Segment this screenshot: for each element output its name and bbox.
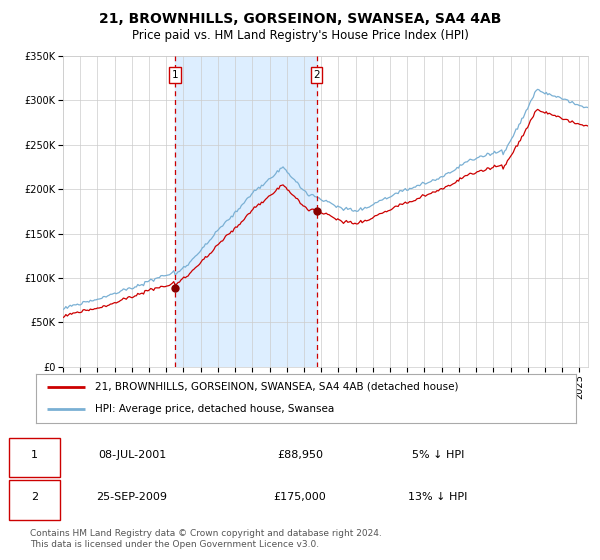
Bar	[175, 56, 317, 367]
Text: 25-SEP-2009: 25-SEP-2009	[97, 492, 167, 502]
Text: 08-JUL-2001: 08-JUL-2001	[98, 450, 166, 460]
Text: 1: 1	[31, 450, 38, 460]
Text: 21, BROWNHILLS, GORSEINON, SWANSEA, SA4 4AB: 21, BROWNHILLS, GORSEINON, SWANSEA, SA4 …	[99, 12, 501, 26]
Text: Price paid vs. HM Land Registry's House Price Index (HPI): Price paid vs. HM Land Registry's House …	[131, 29, 469, 42]
Text: 2: 2	[313, 70, 320, 80]
FancyBboxPatch shape	[9, 480, 60, 520]
FancyBboxPatch shape	[9, 438, 60, 477]
Text: £175,000: £175,000	[274, 492, 326, 502]
Text: HPI: Average price, detached house, Swansea: HPI: Average price, detached house, Swan…	[95, 404, 335, 414]
Text: Contains HM Land Registry data © Crown copyright and database right 2024.
This d: Contains HM Land Registry data © Crown c…	[30, 529, 382, 549]
Text: 2: 2	[31, 492, 38, 502]
Text: 13% ↓ HPI: 13% ↓ HPI	[409, 492, 467, 502]
Text: £88,950: £88,950	[277, 450, 323, 460]
Text: 5% ↓ HPI: 5% ↓ HPI	[412, 450, 464, 460]
Text: 1: 1	[172, 70, 179, 80]
Text: 21, BROWNHILLS, GORSEINON, SWANSEA, SA4 4AB (detached house): 21, BROWNHILLS, GORSEINON, SWANSEA, SA4 …	[95, 382, 459, 392]
